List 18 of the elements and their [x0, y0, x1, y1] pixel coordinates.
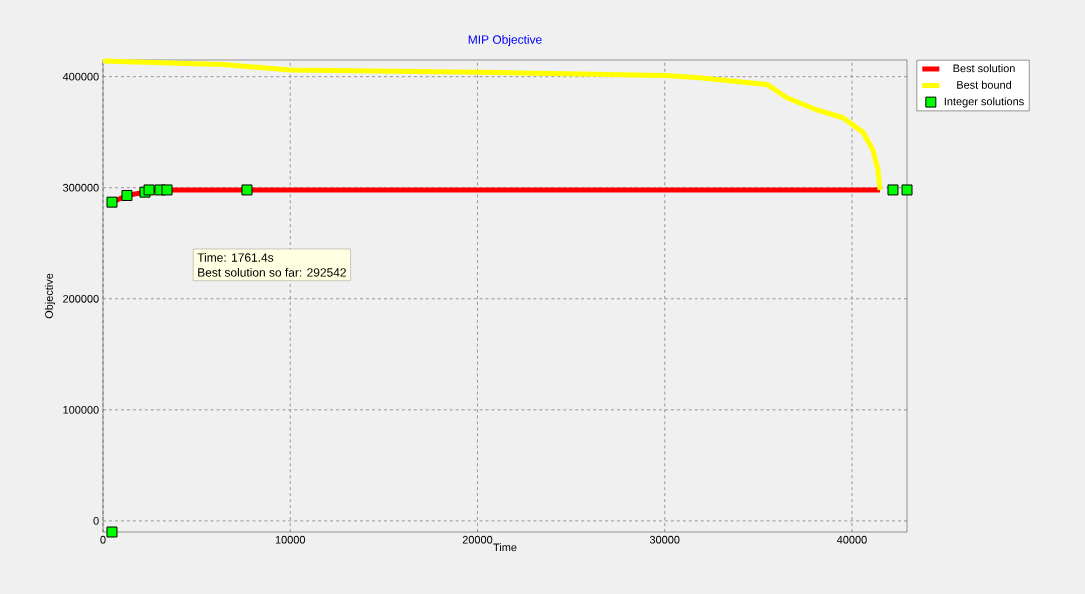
annotation: Time: 1761.4s	[197, 252, 274, 262]
y-axis-title: Objective	[44, 273, 56, 319]
chart-title: MIP Objective	[468, 35, 542, 47]
x-tick-label: 40000	[836, 535, 867, 544]
y-tick-label: 200000	[63, 294, 99, 303]
x-axis-title: Time	[493, 543, 517, 552]
x-tick-label: 30000	[649, 535, 680, 544]
legend-label: Best solution	[953, 64, 1015, 73]
legend-label: Best bound	[957, 80, 1012, 89]
legend-label: Integer solutions	[944, 97, 1024, 108]
y-tick-label: 100000	[63, 405, 99, 414]
y-tick-label: 0	[93, 517, 99, 525]
annotation: Best solution so far: 292542	[198, 267, 346, 277]
y-tick-label: 400000	[62, 72, 99, 81]
y-tick-label: 300000	[63, 183, 99, 192]
x-tick-label: 20000	[462, 535, 493, 544]
x-tick-label: 10000	[275, 535, 306, 544]
x-tick-label: 0	[100, 535, 106, 544]
